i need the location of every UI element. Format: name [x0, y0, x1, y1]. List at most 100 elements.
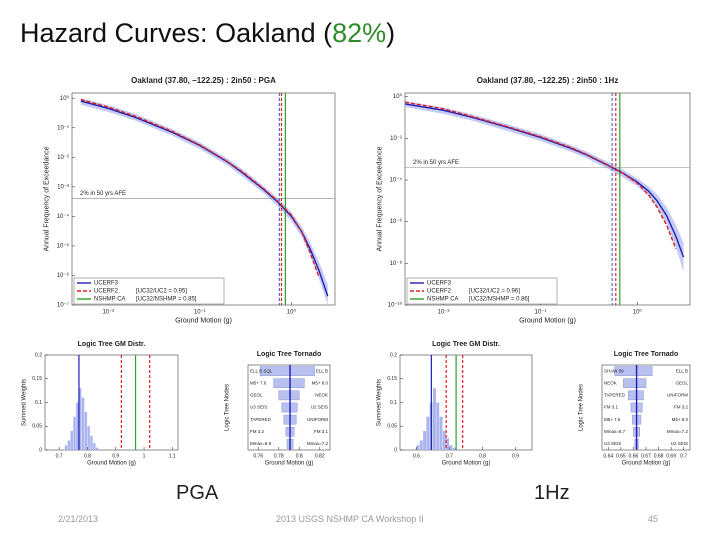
legend-label: UCERF3 — [427, 281, 452, 287]
x-tick-label: 0.66 — [629, 453, 639, 459]
histogram-bar — [446, 438, 450, 450]
slide-title: Hazard Curves: Oakland (82%) — [20, 18, 395, 49]
y-axis-label: Logic Tree Nodes — [579, 384, 585, 431]
histogram-bar — [436, 402, 440, 450]
x-tick-label: 10⁻² — [438, 310, 450, 316]
x-tick-label: 1.1 — [169, 453, 176, 459]
histogram-bar — [442, 431, 446, 450]
hazard-curve — [404, 101, 677, 250]
histogram-bar — [449, 445, 453, 450]
histogram-bar — [439, 416, 443, 450]
x-axis-label: Ground Motion (g) — [519, 317, 576, 324]
high-node-label: ELL B — [676, 368, 688, 373]
high-node-label: NEOK — [315, 393, 328, 398]
legend-label: UCERF2 — [427, 289, 452, 295]
histogram-bar — [78, 388, 82, 450]
legend-note: [UC32/UC2 = 0.96] — [469, 289, 520, 295]
histogram-bar — [433, 388, 436, 450]
histogram-bar — [64, 445, 68, 450]
y-axis-label: Summed Weights — [377, 379, 383, 426]
high-node-label: UNIFORM — [307, 417, 328, 422]
x-tick-label: 1 — [143, 453, 146, 459]
y-tick-label: 0 — [394, 447, 397, 453]
y-tick-label: 10⁻⁵ — [57, 242, 70, 249]
y-tick-label: 10⁰ — [60, 95, 70, 102]
low-node-label: NEOK — [604, 380, 617, 385]
chart-title: Logic Tree GM Distr. — [432, 341, 500, 348]
chart-title: Oakland (37.80, −122.25) : 2in50 : 1Hz — [477, 76, 619, 85]
x-tick-label: 0.8 — [479, 453, 486, 459]
y-axis-label: Annual Frequency of Exceedance — [377, 146, 384, 251]
histogram-bar — [67, 440, 71, 450]
histogram-bar — [423, 431, 426, 450]
panel-label: PGA — [176, 482, 219, 504]
legend-note: [UC32/NSHMP = 0.86] — [469, 297, 530, 303]
low-node-label: TAPERED — [604, 393, 626, 398]
hazard-curve — [404, 103, 685, 258]
tornado-bar — [273, 378, 305, 388]
plot-frame — [247, 364, 331, 451]
high-node-label: GEOL — [675, 380, 688, 385]
y-tick-label: 10⁻¹⁰ — [388, 302, 403, 309]
x-tick-label: 0.7 — [56, 453, 63, 459]
histogram-bar — [81, 397, 85, 450]
x-axis-label: Ground Motion (g) — [442, 461, 491, 467]
uncertainty-band — [80, 98, 328, 306]
y-tick-label: 10⁻⁶ — [390, 218, 403, 225]
y-tick-label: 10⁻⁴ — [390, 177, 403, 184]
low-node-label: Mmax=8.7 — [604, 429, 626, 434]
low-node-label: M5+ 7.6 — [604, 417, 621, 422]
low-node-label: M5+ 7.6 — [250, 380, 267, 385]
x-tick-label: 0.76 — [253, 453, 263, 459]
y-tick-label: 10⁻² — [57, 155, 69, 161]
high-node-label: M5+ 8.0 — [672, 417, 689, 422]
x-tick-label: 0.67 — [641, 453, 651, 459]
footer-event: 2013 USGS NSHMP CA Workshop II — [276, 514, 424, 524]
high-node-label: UNIFORM — [667, 393, 688, 398]
chart-title: Logic Tree Tornado — [614, 351, 678, 358]
histogram-bar — [76, 402, 79, 450]
low-node-label: FM 3.2 — [250, 429, 265, 434]
x-tick-label: 10⁻¹ — [194, 310, 206, 316]
title-text: ) — [386, 18, 396, 48]
x-tick-label: 0.82 — [315, 453, 325, 459]
x-tick-label: 0.7 — [680, 453, 687, 459]
y-axis-label: Annual Frequency of Exceedance — [44, 146, 51, 251]
legend-box — [73, 277, 225, 305]
x-tick-label: 10⁰ — [633, 309, 643, 316]
footer-page: 45 — [648, 514, 659, 524]
y-tick-label: 10⁻⁷ — [57, 302, 69, 309]
low-node-label: ELL B SQL — [250, 368, 273, 373]
y-tick-label: 10⁻¹ — [57, 125, 69, 131]
title-highlight: 82% — [332, 18, 387, 48]
y-tick-label: 0.2 — [35, 352, 42, 358]
high-node-label: FM 3.2 — [674, 405, 689, 410]
high-node-label: M5+ 8.0 — [312, 380, 329, 385]
y-tick-label: 10⁻³ — [57, 184, 69, 190]
legend-label: NSHMP CA — [94, 297, 126, 303]
y-tick-label: 0 — [39, 447, 42, 453]
low-node-label: SHAW 09 — [604, 368, 624, 373]
footer-date: 2/21/2013 — [58, 514, 99, 524]
x-tick-label: 0.6 — [413, 453, 420, 459]
histogram-bar — [426, 416, 430, 450]
plot-frame — [71, 92, 336, 306]
chart-title: Oakland (37.80, −122.25) : 2in50 : PGA — [131, 76, 276, 85]
plot-frame — [404, 92, 691, 306]
plot-frame — [399, 354, 533, 451]
legend-label: UCERF2 — [94, 289, 119, 295]
y-tick-label: 10⁻⁸ — [390, 260, 403, 267]
high-node-label: U2 SEIS — [671, 441, 688, 446]
high-node-label: Mmax=7.2 — [667, 429, 689, 434]
histogram-bar — [416, 445, 420, 450]
tornado-bar — [614, 366, 653, 376]
hazard-curve — [80, 98, 320, 278]
x-axis-label: Ground Motion (g) — [622, 461, 671, 467]
legend-note: [UC32/UC2 = 0.95] — [136, 289, 187, 295]
x-tick-label: 10⁻² — [102, 310, 114, 316]
low-node-label: TAPERED — [250, 417, 272, 422]
y-tick-label: 0.05 — [32, 424, 42, 430]
x-tick-label: 0.9 — [512, 453, 519, 459]
x-tick-label: 0.78 — [274, 453, 284, 459]
